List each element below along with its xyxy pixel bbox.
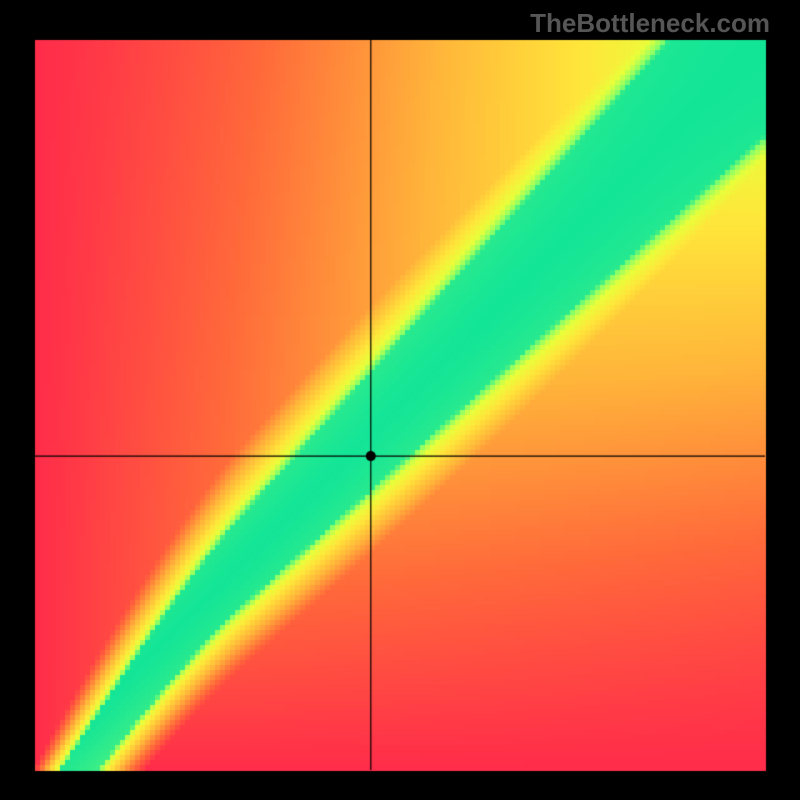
bottleneck-heatmap xyxy=(0,0,800,800)
watermark-text: TheBottleneck.com xyxy=(530,8,770,39)
